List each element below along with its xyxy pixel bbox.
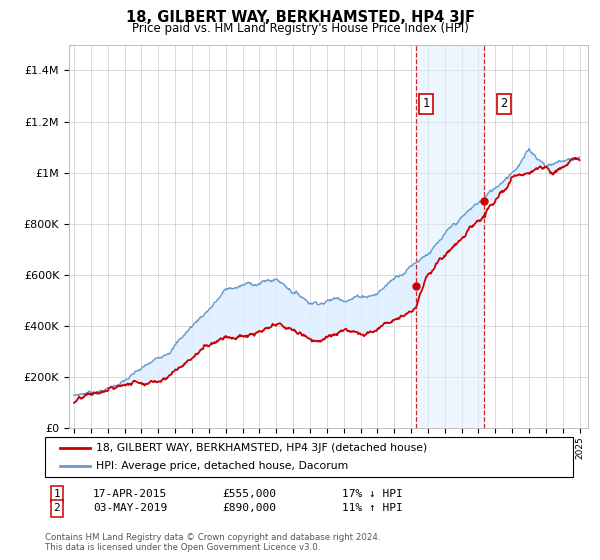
Text: 1: 1 [53, 489, 61, 499]
Text: 18, GILBERT WAY, BERKHAMSTED, HP4 3JF (detached house): 18, GILBERT WAY, BERKHAMSTED, HP4 3JF (d… [96, 443, 427, 453]
Text: 17% ↓ HPI: 17% ↓ HPI [342, 489, 403, 499]
Text: 11% ↑ HPI: 11% ↑ HPI [342, 503, 403, 514]
Text: HPI: Average price, detached house, Dacorum: HPI: Average price, detached house, Daco… [96, 461, 348, 471]
Text: Contains HM Land Registry data © Crown copyright and database right 2024.: Contains HM Land Registry data © Crown c… [45, 533, 380, 542]
Text: £555,000: £555,000 [222, 489, 276, 499]
Text: This data is licensed under the Open Government Licence v3.0.: This data is licensed under the Open Gov… [45, 543, 320, 552]
Bar [416, 45, 484, 428]
Text: 03-MAY-2019: 03-MAY-2019 [93, 503, 167, 514]
Text: 2: 2 [53, 503, 61, 514]
Text: 18, GILBERT WAY, BERKHAMSTED, HP4 3JF: 18, GILBERT WAY, BERKHAMSTED, HP4 3JF [125, 10, 475, 25]
Text: 2: 2 [500, 97, 508, 110]
Text: £890,000: £890,000 [222, 503, 276, 514]
Text: 17-APR-2015: 17-APR-2015 [93, 489, 167, 499]
Text: Price paid vs. HM Land Registry's House Price Index (HPI): Price paid vs. HM Land Registry's House … [131, 22, 469, 35]
Text: 1: 1 [422, 97, 430, 110]
